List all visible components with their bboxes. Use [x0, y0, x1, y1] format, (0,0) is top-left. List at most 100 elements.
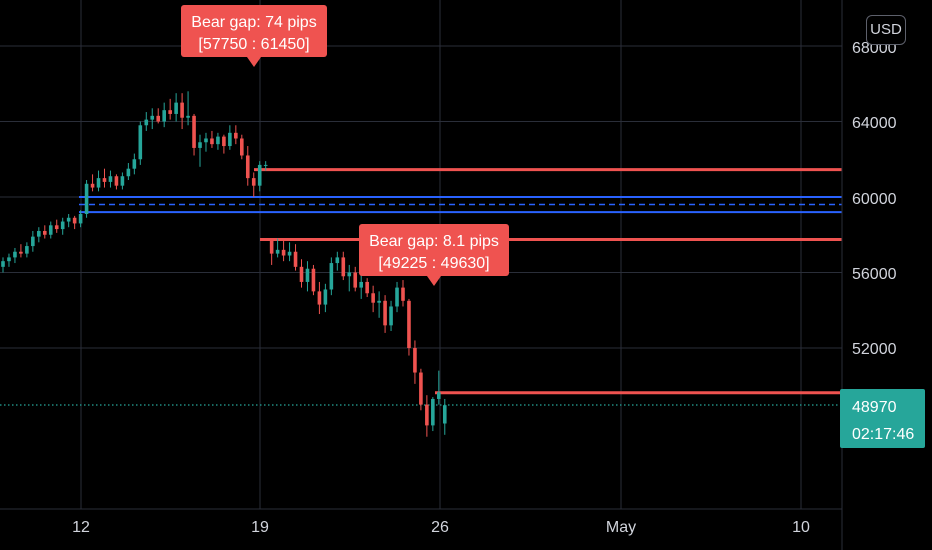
candle-body — [359, 281, 363, 288]
candle-body — [228, 132, 232, 147]
x-tick-label: 12 — [72, 519, 90, 536]
candle-body — [305, 268, 310, 282]
candle-body — [7, 257, 11, 262]
candle-body — [365, 281, 369, 294]
candle-body — [419, 372, 423, 405]
y-tick-label: 64000 — [852, 115, 897, 132]
candle-body — [317, 291, 322, 305]
candle-body — [180, 102, 184, 118]
candle-body — [25, 246, 29, 254]
candle-body — [210, 138, 214, 145]
candle-body — [216, 136, 220, 145]
candle-body — [204, 138, 208, 143]
gap-callout-box — [181, 5, 327, 57]
gap-callout-range: [49225 : 49630] — [378, 255, 489, 272]
gap-callout-pointer — [427, 276, 441, 286]
y-tick-label: 56000 — [852, 266, 897, 283]
candle-body — [168, 110, 172, 114]
x-tick-label: 10 — [792, 519, 810, 536]
candle-body — [198, 142, 202, 148]
candle-body — [335, 257, 340, 264]
candle-body — [437, 392, 441, 399]
candle-body — [329, 263, 334, 290]
candle-body — [1, 261, 5, 267]
gap-callout-pointer — [247, 57, 261, 67]
candle-body — [162, 110, 166, 122]
candle-body — [48, 225, 53, 235]
candle-body — [192, 115, 196, 148]
candle-body — [287, 251, 292, 256]
candle-body — [299, 266, 304, 282]
y-tick-label: 60000 — [852, 191, 897, 208]
candle-body — [42, 230, 47, 235]
candle-body — [60, 221, 65, 230]
candle-body — [377, 300, 381, 303]
currency-button[interactable]: USD — [866, 15, 906, 45]
y-tick-label: 52000 — [852, 341, 897, 358]
candle-body — [186, 115, 190, 118]
candle-body — [108, 176, 113, 182]
candle-body — [84, 183, 89, 214]
candle-body — [251, 178, 256, 186]
candle-body — [78, 213, 83, 224]
last-price-tag-box — [840, 389, 925, 448]
candle-body — [353, 272, 358, 288]
candle-body — [114, 176, 119, 186]
candle-body — [19, 251, 23, 254]
candles — [1, 91, 447, 437]
candle-body — [395, 287, 399, 307]
candle-body — [102, 178, 107, 182]
candle-body — [245, 155, 250, 179]
last-price-tag: 48970 02:17:46 — [840, 389, 925, 448]
candle-body — [240, 138, 244, 156]
candle-body — [347, 272, 352, 277]
gap-callouts: Bear gap: 74 pips [57750 : 61450] Bear gap… — [181, 5, 509, 286]
candle-body — [222, 136, 226, 147]
candle-body — [66, 217, 71, 222]
candle-body — [144, 119, 149, 126]
candle-body — [150, 115, 155, 120]
last-price-value: 48970 — [852, 399, 897, 416]
candle-body — [126, 168, 131, 177]
gap-callout-title: Bear gap: 74 pips — [191, 14, 316, 31]
candle-body — [341, 257, 346, 277]
x-tick-label: 19 — [251, 519, 269, 536]
candle-body — [442, 405, 447, 424]
candle-body — [269, 240, 274, 254]
candle-body — [90, 183, 95, 188]
gap-levels — [254, 168, 842, 395]
candle-body — [72, 217, 77, 224]
gap-callout-box — [359, 224, 509, 276]
candle-body — [132, 159, 137, 169]
candle-body — [54, 225, 59, 230]
candle-body — [383, 300, 387, 326]
candle-body — [323, 289, 328, 305]
x-tick-label: May — [606, 519, 636, 536]
candle-body — [389, 306, 393, 326]
candle-body — [281, 249, 286, 256]
candle-body — [234, 132, 238, 139]
gap-callout-title: Bear gap: 8.1 pips — [369, 233, 499, 250]
candle-body — [401, 287, 405, 301]
candle-body — [31, 236, 35, 247]
candle-body — [257, 164, 262, 186]
candle-body — [413, 348, 417, 373]
candle-body — [275, 249, 280, 254]
x-tick-label: 26 — [431, 519, 449, 536]
candle-body — [263, 164, 268, 166]
candle-body — [407, 300, 411, 348]
candle-body — [156, 115, 161, 122]
candle-body — [425, 404, 429, 426]
candle-body — [13, 251, 17, 258]
x-axis: 12 19 26 May 10 — [0, 508, 842, 536]
candle-body — [293, 251, 298, 267]
candle-body — [371, 293, 375, 303]
blue-zone — [79, 196, 842, 214]
candle-body — [431, 398, 435, 426]
candle-body — [37, 230, 41, 237]
gap-callout-range: [57750 : 61450] — [198, 36, 309, 53]
countdown-timer: 02:17:46 — [852, 426, 914, 443]
candle-body — [138, 125, 143, 160]
candle-body — [174, 102, 178, 114]
